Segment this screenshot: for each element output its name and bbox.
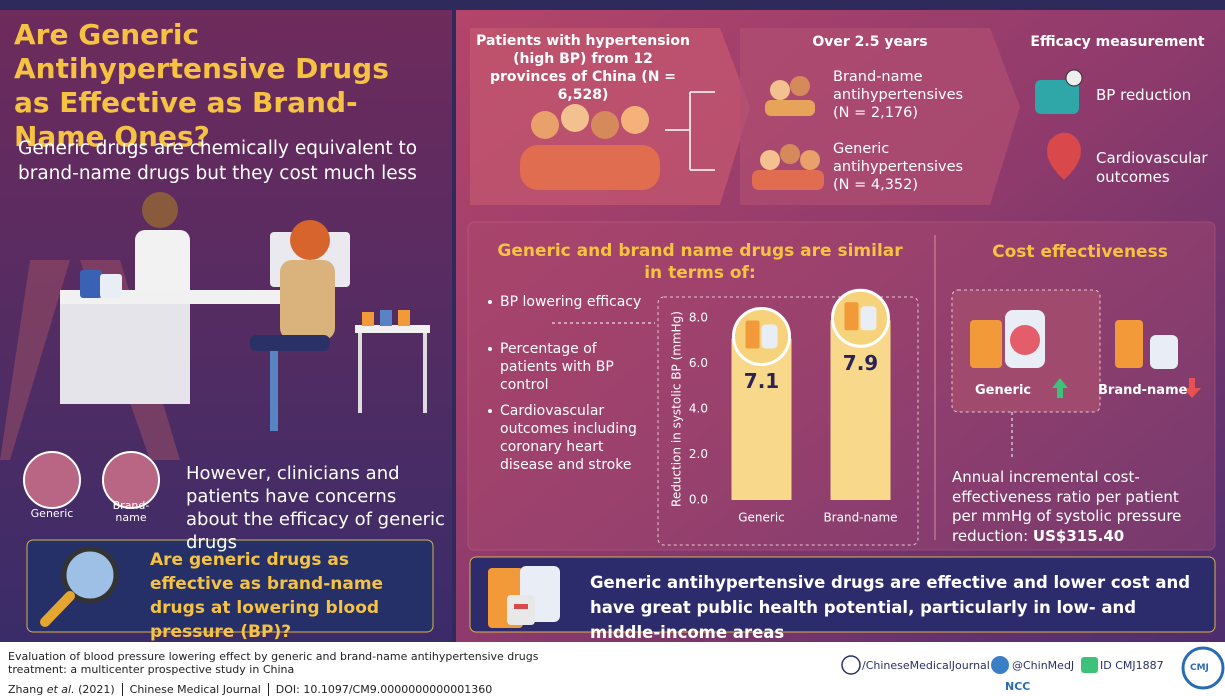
citation: Zhang et al. (2021) Chinese Medical Journ… — [8, 683, 492, 696]
group-label: Generic antihypertensives — [833, 141, 963, 175]
bar-icon — [845, 302, 859, 330]
value-label: 7.9 — [843, 351, 878, 375]
y-tick-label: 0.0 — [689, 493, 708, 507]
concern: However, clinicians and patients have co… — [186, 462, 448, 554]
author-etal: et al. — [47, 683, 75, 696]
y-axis-label: Reduction in systolic BP (mmHg) — [670, 311, 684, 507]
group-label: Brand-name antihypertensives — [833, 69, 963, 103]
bar-icon — [861, 306, 877, 330]
doi: DOI: 10.1097/CM9.0000000000001360 — [276, 683, 492, 696]
social: /ChineseMedicalJournal — [862, 659, 990, 672]
group-n: (N = 2,176) — [833, 105, 918, 121]
group: Generic antihypertensives (N = 4,352) — [833, 140, 973, 194]
cost-heading: Cost effectiveness — [950, 242, 1210, 262]
title: Are Generic Antihypertensive Drugs as Ef… — [14, 18, 434, 154]
cost-ratio: Annual incremental cost-effectiveness ra… — [952, 468, 1202, 546]
similarity-heading: Generic and brand name drugs are similar… — [490, 240, 910, 284]
similarity-item: Cardiovascular outcomes including corona… — [488, 402, 650, 474]
reference: Evaluation of blood pressure lowering ef… — [8, 650, 548, 676]
group-n: (N = 4,352) — [833, 177, 918, 193]
similarity-item: BP lowering efficacy — [488, 293, 650, 311]
y-tick-label: 4.0 — [689, 402, 708, 416]
logo: CMJ — [1190, 662, 1209, 675]
measurement-title: Efficacy measurement — [1025, 34, 1210, 50]
conclusion-icon — [488, 566, 560, 628]
separator — [122, 683, 123, 696]
drug-icon — [24, 452, 80, 508]
cost-generic: Generic — [975, 383, 1031, 398]
logo: NCC — [1005, 680, 1030, 693]
author: Zhang — [8, 683, 43, 696]
social: @ChinMedJ — [1012, 659, 1074, 672]
x-tick-label: Generic — [738, 511, 785, 525]
cost-brand: Brand-name — [1098, 383, 1187, 398]
patients: Patients with hypertension (high BP) fro… — [475, 32, 691, 104]
y-tick-label: 6.0 — [689, 356, 708, 370]
group: Brand-name antihypertensives (N = 2,176) — [833, 68, 973, 122]
drug-icon-label: Brand-name — [111, 500, 151, 524]
similarity-item: Percentage of patients with BP control — [488, 340, 650, 394]
bar-icon — [746, 320, 760, 348]
drug-icon-label: Generic — [22, 507, 82, 520]
question: Are generic drugs as effective as brand-… — [150, 548, 425, 644]
separator — [268, 683, 269, 696]
duration: Over 2.5 years — [800, 34, 940, 50]
y-tick-label: 2.0 — [689, 447, 708, 461]
subtitle: Generic drugs are chemically equivalent … — [18, 136, 438, 186]
cost-ratio-value: US$315.40 — [1033, 527, 1124, 545]
measurement: BP reduction — [1096, 86, 1216, 104]
conclusion: Generic antihypertensive drugs are effec… — [590, 570, 1205, 645]
value-label: 7.1 — [744, 369, 779, 393]
y-tick-label: 8.0 — [689, 311, 708, 325]
journal: Chinese Medical Journal — [130, 683, 261, 696]
social: ID CMJ1887 — [1100, 659, 1164, 672]
infographic: Reduction in systolic BP (mmHg) 0.0 2.0 4.0… — [0, 0, 1225, 696]
year: (2021) — [78, 683, 115, 696]
bar-icon — [762, 324, 778, 348]
x-tick-label: Brand-name — [823, 511, 897, 525]
measurement: Cardiovascular outcomes — [1096, 149, 1216, 187]
